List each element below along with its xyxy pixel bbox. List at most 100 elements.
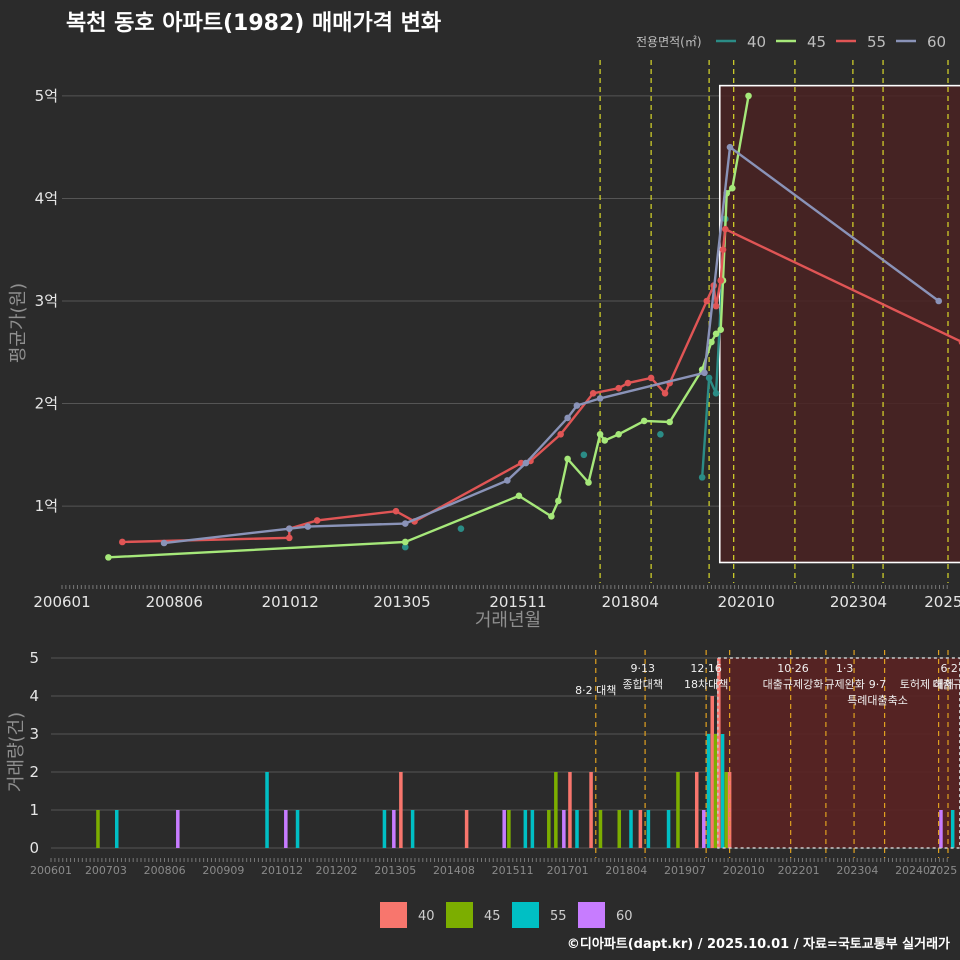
series-point-60 bbox=[504, 477, 511, 484]
bottom-y-axis-label: 거래량(건) bbox=[6, 712, 27, 792]
top-x-tick-label: 201305 bbox=[373, 593, 430, 611]
series-point-40 bbox=[657, 431, 664, 438]
bottom-x-tick-label: 201511 bbox=[492, 864, 534, 877]
policy-event-label: 대출규제 bbox=[932, 678, 960, 691]
volume-bar-45 bbox=[554, 772, 558, 848]
series-point-45 bbox=[708, 338, 715, 346]
volume-legend-key-60 bbox=[578, 902, 605, 928]
price-legend: 40 45 55 60 bbox=[716, 33, 946, 51]
volume-bar-55 bbox=[950, 810, 955, 848]
volume-bar-55 bbox=[575, 810, 579, 848]
bottom-y-tick-label: 2 bbox=[29, 763, 39, 781]
bottom-y-tick-label: 0 bbox=[29, 839, 39, 857]
volume-legend-label-60: 60 bbox=[616, 909, 633, 924]
series-point-60 bbox=[522, 459, 530, 467]
series-point-55 bbox=[722, 225, 729, 233]
volume-bar-55 bbox=[382, 810, 387, 848]
bottom-x-tick-label: 202304 bbox=[836, 864, 878, 877]
legend-label-40: 40 bbox=[747, 33, 766, 51]
volume-bar-55 bbox=[706, 734, 711, 848]
series-point-45 bbox=[564, 455, 571, 463]
volume-bar-45 bbox=[598, 810, 603, 848]
bottom-x-tick-label: 200601 bbox=[30, 864, 72, 877]
series-point-45 bbox=[585, 479, 592, 486]
volume-legend-label-55: 55 bbox=[550, 909, 567, 924]
bottom-y-tick-label: 1 bbox=[29, 801, 39, 819]
series-point-45 bbox=[712, 330, 720, 338]
series-line-55 bbox=[122, 227, 960, 544]
series-point-60 bbox=[304, 523, 312, 530]
series-point-55 bbox=[589, 389, 597, 397]
credit-text: ©디아파트(dapt.kr) / 2025.10.01 / 자료=국토교통부 실… bbox=[567, 936, 950, 952]
top-x-tick-label: 202010 bbox=[718, 593, 775, 611]
series-point-40 bbox=[698, 474, 706, 481]
series-line-45 bbox=[108, 95, 750, 559]
volume-bar-55 bbox=[114, 810, 119, 848]
volume-legend: 40 45 55 60 bbox=[380, 902, 633, 928]
series-point-45 bbox=[515, 492, 523, 500]
series-point-55 bbox=[119, 538, 126, 546]
series-point-55 bbox=[719, 246, 727, 254]
volume-bar-40 bbox=[399, 772, 403, 848]
series-point-45 bbox=[728, 184, 736, 192]
policy-event-label: 종합대책 bbox=[622, 678, 662, 691]
volume-legend-key-40 bbox=[380, 902, 407, 928]
policy-event-label: 8·2 대책 bbox=[575, 684, 616, 697]
bottom-y-tick-label: 3 bbox=[29, 725, 39, 743]
volume-bar-40 bbox=[638, 810, 643, 848]
top-y-tick-label: 3억 bbox=[35, 292, 58, 310]
series-point-45 bbox=[666, 418, 673, 426]
series-point-40 bbox=[401, 543, 409, 551]
volume-bar-55 bbox=[295, 810, 300, 848]
series-point-40 bbox=[712, 389, 720, 397]
series-point-55 bbox=[717, 277, 725, 284]
volume-bar-40 bbox=[717, 658, 721, 848]
bottom-x-tick-label: 2025 bbox=[929, 864, 957, 877]
top-y-axis-label: 평균가(원) bbox=[8, 283, 29, 363]
volume-bar-60 bbox=[284, 810, 288, 848]
bottom-x-tick-label: 202010 bbox=[723, 864, 765, 877]
series-point-55 bbox=[313, 517, 321, 524]
volume-bar-60 bbox=[562, 810, 566, 848]
top-highlight-region bbox=[719, 85, 960, 563]
series-point-55 bbox=[712, 302, 720, 310]
volume-bar-40 bbox=[710, 696, 715, 848]
series-point-60 bbox=[401, 520, 409, 527]
volume-bar-40 bbox=[727, 772, 732, 848]
volume-bar-45 bbox=[676, 772, 680, 848]
top-y-tick-label: 5억 bbox=[35, 87, 58, 105]
legend-label-60: 60 bbox=[927, 33, 946, 51]
policy-event-label: 6·27 bbox=[940, 662, 960, 675]
legend-label-55: 55 bbox=[867, 33, 886, 51]
policy-event-label: 대출규제강화 bbox=[763, 678, 824, 691]
volume-bar-55 bbox=[265, 772, 269, 848]
volume-bar-40 bbox=[464, 810, 469, 848]
volume-bar-45 bbox=[713, 734, 718, 848]
bottom-x-tick-label: 202201 bbox=[778, 864, 820, 877]
volume-legend-key-45 bbox=[446, 902, 473, 928]
series-point-55 bbox=[661, 389, 669, 397]
top-x-tick-label: 2025 bbox=[924, 593, 960, 611]
volume-bar-45 bbox=[617, 810, 622, 848]
series-point-45 bbox=[717, 326, 725, 334]
policy-event-label: 규제완화 bbox=[824, 678, 864, 691]
top-y-tick-label: 4억 bbox=[35, 189, 58, 207]
series-point-45 bbox=[555, 497, 562, 505]
bottom-y-tick-label: 4 bbox=[29, 687, 39, 705]
series-point-55 bbox=[615, 384, 622, 392]
volume-bar-60 bbox=[392, 810, 396, 848]
bottom-x-tick-label: 200909 bbox=[202, 864, 244, 877]
series-point-60 bbox=[564, 414, 571, 422]
series-point-40 bbox=[580, 451, 588, 459]
bottom-x-tick-label: 202407 bbox=[895, 864, 937, 877]
volume-bar-55 bbox=[530, 810, 535, 848]
top-x-axis-label: 거래년월 bbox=[475, 610, 541, 631]
volume-bar-55 bbox=[666, 810, 671, 848]
series-point-55 bbox=[285, 534, 293, 542]
policy-event-label: 18차대책 bbox=[684, 678, 728, 691]
volume-bar-40 bbox=[589, 772, 593, 848]
volume-bar-55 bbox=[410, 810, 415, 848]
series-point-45 bbox=[601, 437, 609, 444]
volume-bar-45 bbox=[96, 810, 100, 848]
